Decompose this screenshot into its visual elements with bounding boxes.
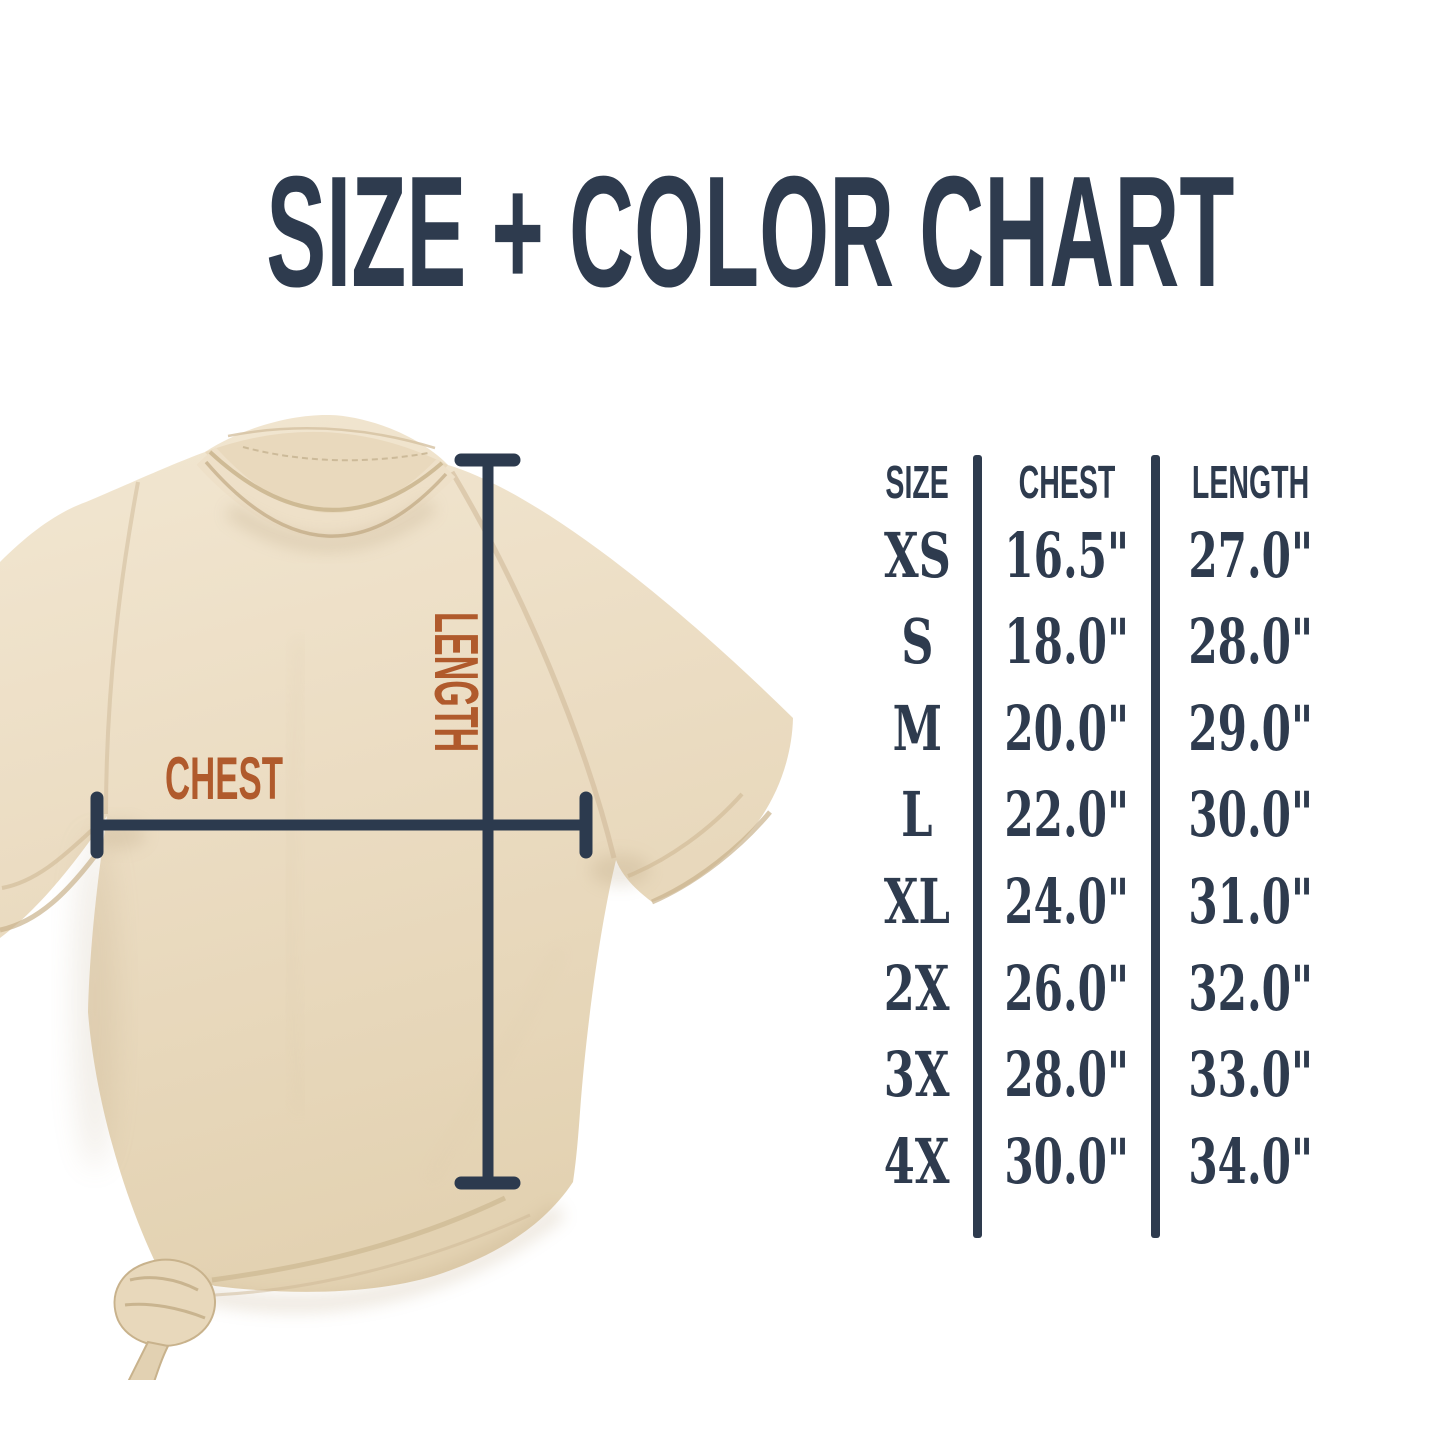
- size-chart-table: SIZE CHEST LENGTH XS 16.5" 27.0" S 18.0"…: [856, 443, 1416, 1253]
- chest-cell: 20.0": [1004, 691, 1130, 765]
- tshirt-illustration: [0, 414, 793, 1380]
- table-row: M 20.0" 29.0": [856, 684, 1416, 772]
- tshirt-collar: [196, 427, 456, 551]
- length-cell: 31.0": [1188, 864, 1314, 938]
- table-row: 3X 28.0" 33.0": [856, 1031, 1416, 1119]
- length-cell: 27.0": [1188, 518, 1314, 592]
- size-cell: L: [901, 778, 933, 852]
- table-row: L 22.0" 30.0": [856, 771, 1416, 859]
- table-row: S 18.0" 28.0": [856, 598, 1416, 686]
- tshirt-knot: [113, 1258, 216, 1380]
- size-cell: 3X: [884, 1038, 950, 1112]
- table-row: XL 24.0" 31.0": [856, 857, 1416, 945]
- chest-cell: 24.0": [1004, 864, 1130, 938]
- chest-cell: 22.0": [1004, 778, 1130, 852]
- size-cell: M: [892, 691, 942, 765]
- size-cell: 4X: [884, 1124, 950, 1198]
- length-cell: 32.0": [1188, 951, 1314, 1025]
- chest-label: CHEST: [165, 745, 283, 812]
- table-row: 4X 30.0" 34.0": [856, 1117, 1416, 1205]
- length-cell: 34.0": [1188, 1124, 1314, 1198]
- column-header-size: SIZE: [885, 456, 949, 508]
- table-row: XS 16.5" 27.0": [856, 511, 1416, 599]
- size-cell: XS: [883, 518, 951, 592]
- size-cell: XL: [883, 864, 951, 938]
- tshirt-body: [0, 414, 793, 1313]
- table-row: 2X 26.0" 32.0": [856, 944, 1416, 1032]
- column-header-chest: CHEST: [1018, 456, 1116, 508]
- size-cell: S: [900, 605, 934, 679]
- chest-cell: 18.0": [1004, 605, 1130, 679]
- chest-cell: 26.0": [1004, 951, 1130, 1025]
- page-title: SIZE + COLOR CHART: [28, 144, 1445, 320]
- length-cell: 30.0": [1188, 778, 1314, 852]
- column-header-length: LENGTH: [1192, 456, 1310, 508]
- page-title-text: SIZE + COLOR CHART: [266, 143, 1235, 320]
- chest-cell: 16.5": [1004, 518, 1130, 592]
- length-cell: 29.0": [1188, 691, 1314, 765]
- size-cell: 2X: [884, 951, 950, 1025]
- chest-cell: 30.0": [1004, 1124, 1130, 1198]
- length-cell: 33.0": [1188, 1038, 1314, 1112]
- column-divider: [1151, 455, 1160, 1238]
- chest-cell: 28.0": [1004, 1038, 1130, 1112]
- length-label: LENGTH: [421, 612, 490, 753]
- column-divider: [973, 455, 982, 1238]
- chest-measure-line: [90, 791, 593, 859]
- length-cell: 28.0": [1188, 605, 1314, 679]
- table-header-row: SIZE CHEST LENGTH: [856, 454, 1416, 510]
